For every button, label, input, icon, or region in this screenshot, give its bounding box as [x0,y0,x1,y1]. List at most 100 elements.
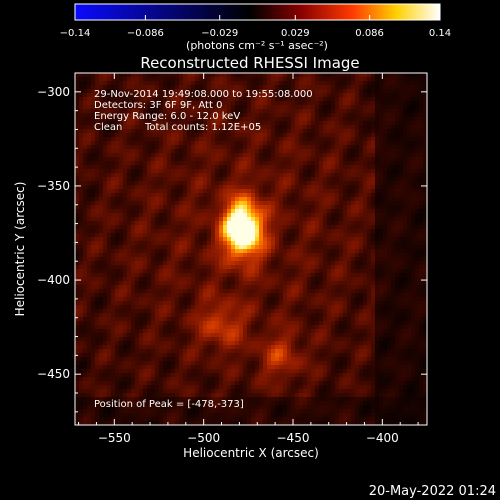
heatmap-cell [211,177,216,182]
heatmap-cell [235,185,240,190]
heatmap-cell [183,217,188,222]
heatmap-cell [307,261,312,266]
heatmap-cell [95,165,100,170]
heatmap-cell [83,169,88,174]
heatmap-cell [83,189,88,194]
heatmap-cell [235,209,240,214]
heatmap-cell [307,205,312,210]
heatmap-cell [107,177,112,182]
heatmap-cell [247,105,252,110]
heatmap-cell [287,137,292,142]
heatmap-cell [99,241,104,246]
heatmap-cell [295,165,300,170]
heatmap-cell [203,245,208,250]
heatmap-cell [187,101,192,106]
heatmap-cell [415,273,420,278]
heatmap-cell [215,189,220,194]
heatmap-cell [259,105,264,110]
heatmap-cell [407,185,412,190]
heatmap-cell [131,297,136,302]
heatmap-cell [99,133,104,138]
heatmap-cell [207,249,212,254]
heatmap-cell [295,245,300,250]
heatmap-cell [79,285,84,290]
heatmap-cell [211,173,216,178]
heatmap-cell [219,109,224,114]
heatmap-cell [111,177,116,182]
heatmap-cell [187,213,192,218]
heatmap-cell [283,241,288,246]
heatmap-cell [231,197,236,202]
heatmap-cell [323,181,328,186]
heatmap-cell [143,133,148,138]
heatmap-cell [111,197,116,202]
heatmap-cell [255,249,260,254]
heatmap-cell [307,257,312,262]
heatmap-cell [139,229,144,234]
heatmap-cell [183,161,188,166]
heatmap-cell [143,81,148,86]
heatmap-cell [103,245,108,250]
heatmap-cell [223,205,228,210]
heatmap-cell [167,141,172,146]
heatmap-cell [247,257,252,262]
heatmap-cell [203,165,208,170]
heatmap-cell [259,113,264,118]
heatmap-cell [211,209,216,214]
heatmap-cell [383,137,388,142]
heatmap-cell [255,241,260,246]
heatmap-cell [91,189,96,194]
heatmap-cell [95,293,100,298]
heatmap-cell [83,201,88,206]
heatmap-cell [299,129,304,134]
heatmap-cell [147,97,152,102]
heatmap-cell [395,241,400,246]
heatmap-cell [75,121,80,126]
heatmap-cell [199,73,204,78]
heatmap-cell [179,105,184,110]
heatmap-cell [423,129,428,134]
heatmap-cell [163,121,168,126]
heatmap-cell [303,177,308,182]
heatmap-cell [291,185,296,190]
heatmap-cell [331,293,336,298]
heatmap-cell [339,169,344,174]
heatmap-cell [135,109,140,114]
heatmap-cell [175,265,180,270]
heatmap-cell [367,81,372,86]
heatmap-cell [279,97,284,102]
heatmap-cell [387,225,392,230]
heatmap-cell [239,257,244,262]
heatmap-cell [367,141,372,146]
heatmap-cell [383,249,388,254]
heatmap-cell [387,213,392,218]
heatmap-cell [403,289,408,294]
heatmap-cell [79,137,84,142]
heatmap-cell [167,89,172,94]
heatmap-cell [303,185,308,190]
heatmap-cell [323,229,328,234]
heatmap-cell [131,265,136,270]
heatmap-cell [87,277,92,282]
heatmap-cell [391,113,396,118]
heatmap-cell [327,113,332,118]
heatmap-cell [343,257,348,262]
heatmap-cell [275,253,280,258]
heatmap-cell [391,273,396,278]
heatmap-cell [179,277,184,282]
heatmap-cell [155,85,160,90]
heatmap-cell [379,113,384,118]
heatmap-cell [219,293,224,298]
heatmap-cell [319,277,324,282]
heatmap-cell [395,145,400,150]
heatmap-cell [79,129,84,134]
heatmap-cell [403,173,408,178]
heatmap-cell [191,205,196,210]
heatmap-cell [267,213,272,218]
heatmap-cell [243,145,248,150]
heatmap-cell [95,185,100,190]
heatmap-cell [139,245,144,250]
heatmap-cell [307,281,312,286]
heatmap-cell [335,253,340,258]
heatmap-cell [147,205,152,210]
